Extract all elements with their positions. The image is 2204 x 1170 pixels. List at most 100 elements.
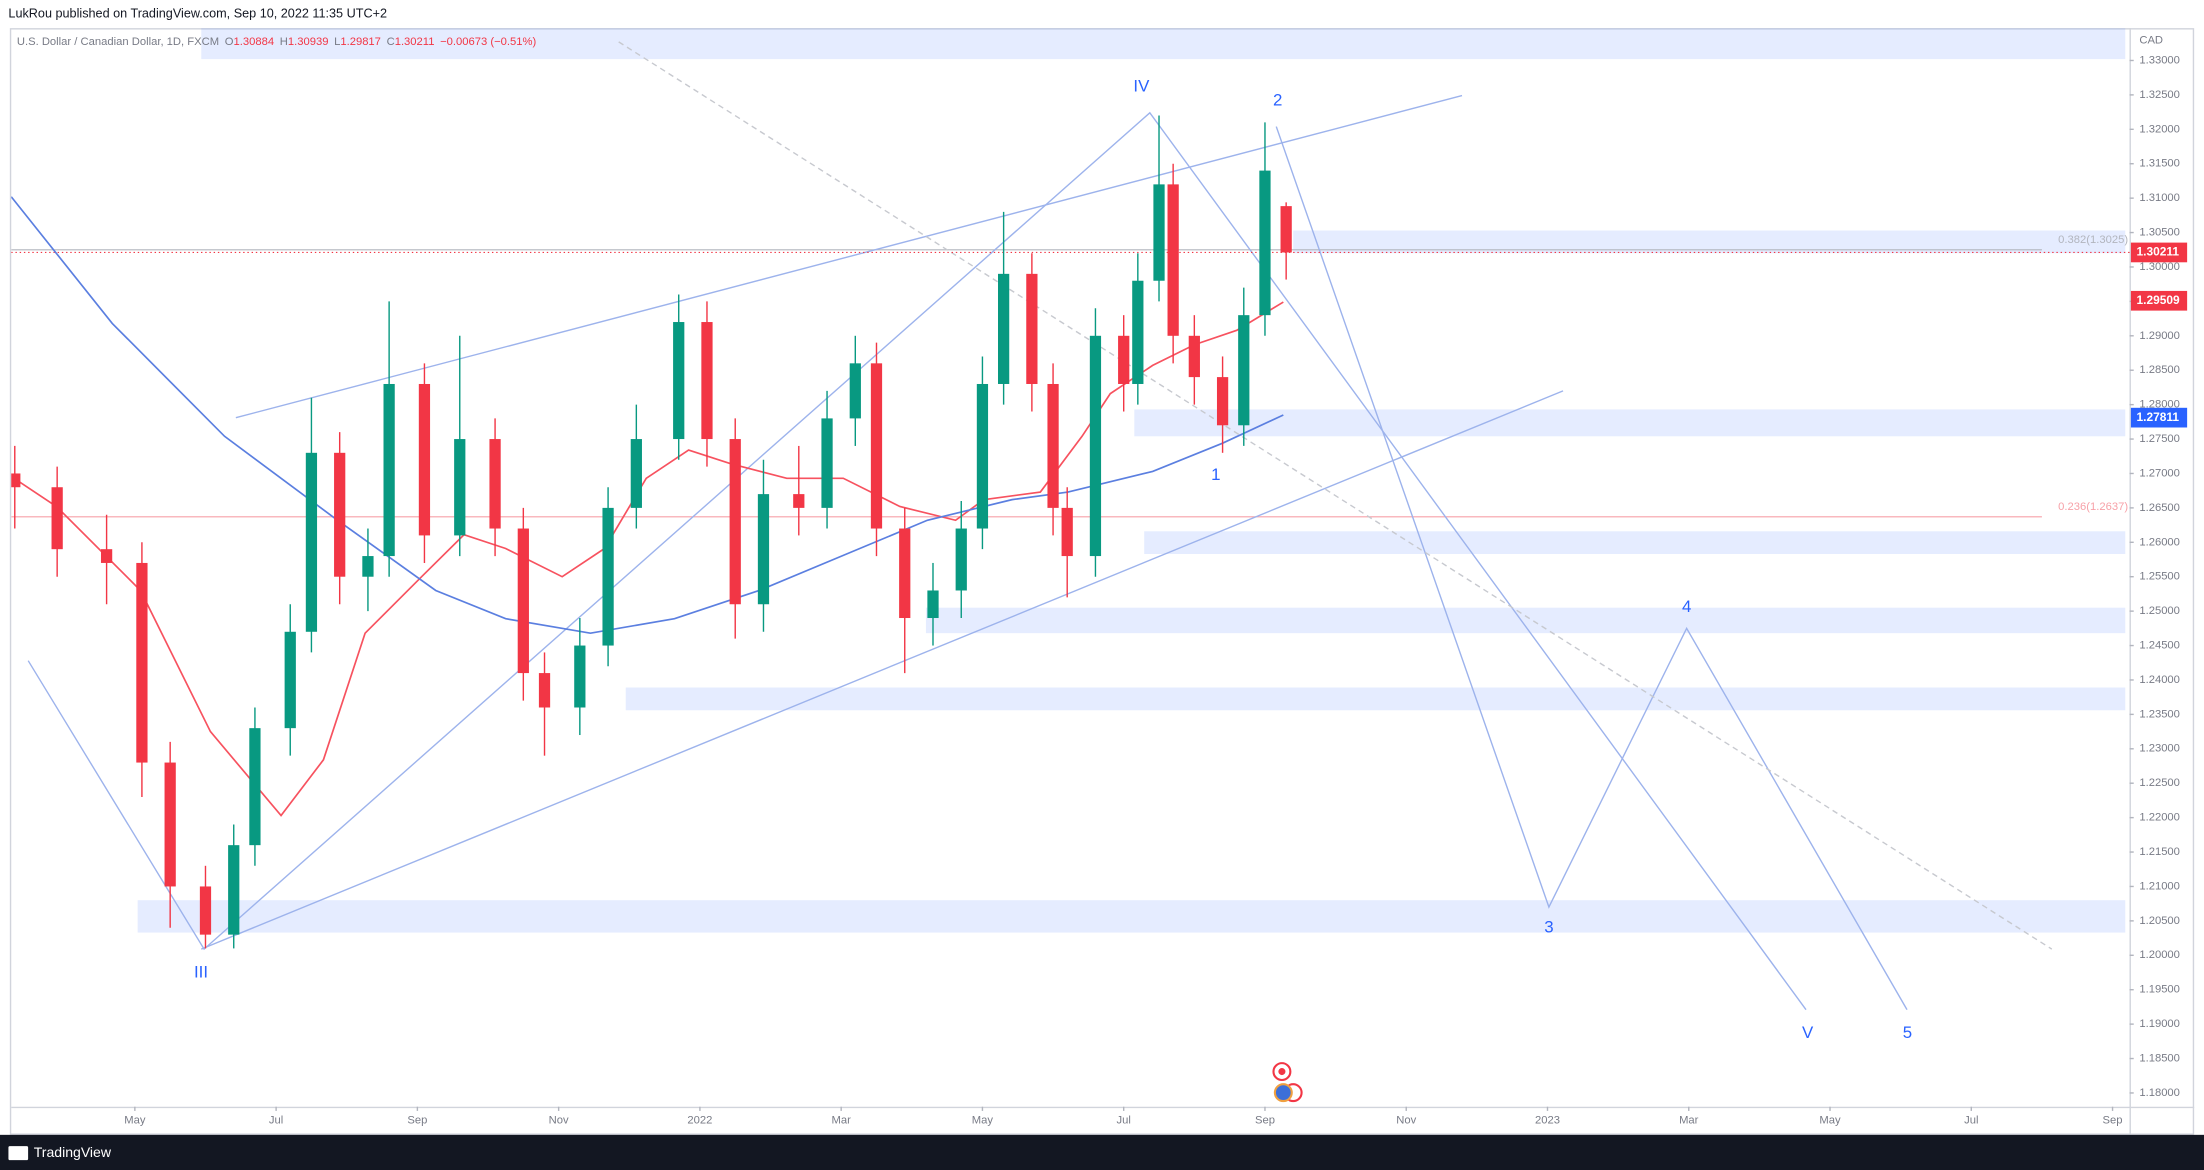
wave-label: IV bbox=[1133, 77, 1150, 96]
candle-body bbox=[998, 273, 1010, 384]
candle-body bbox=[1280, 206, 1292, 253]
candle-body bbox=[228, 845, 240, 935]
candle-body bbox=[1132, 280, 1144, 384]
price-label: 1.30211 bbox=[2137, 245, 2180, 259]
fib-label: 0.382(1.3025) bbox=[2058, 234, 2128, 246]
y-tick-label: 1.21500 bbox=[2139, 846, 2180, 858]
x-tick-label: Jul bbox=[1964, 1115, 1978, 1127]
candle-body bbox=[11, 473, 21, 488]
candle-body bbox=[757, 494, 770, 605]
y-tick-label: 1.29000 bbox=[2139, 330, 2180, 342]
candle-body bbox=[976, 383, 989, 529]
y-tick-label: 1.25500 bbox=[2139, 571, 2180, 583]
candle-body bbox=[1061, 507, 1073, 557]
symbol: U.S. Dollar / Canadian Dollar, 1D, FXCM bbox=[17, 36, 219, 48]
wave-label: 2 bbox=[1273, 91, 1282, 110]
y-tick-label: 1.26500 bbox=[2139, 502, 2180, 514]
candle-body bbox=[305, 452, 318, 632]
event-icon[interactable] bbox=[1273, 1083, 1293, 1103]
candle-body bbox=[574, 645, 586, 708]
x-tick-label: Sep bbox=[407, 1115, 427, 1127]
x-tick-label: May bbox=[1819, 1115, 1841, 1127]
candle-body bbox=[927, 590, 939, 619]
wave-label: 1 bbox=[1211, 465, 1220, 484]
moving-average bbox=[11, 196, 1284, 635]
wave-label: V bbox=[1802, 1023, 1814, 1042]
y-tick-label: 1.27000 bbox=[2139, 467, 2180, 479]
candle-body bbox=[630, 439, 642, 508]
zone bbox=[625, 687, 2126, 711]
footer-bar bbox=[0, 1134, 2204, 1170]
x-tick-label: 2023 bbox=[1535, 1115, 1560, 1127]
x-tick-label: Nov bbox=[549, 1115, 569, 1127]
ohlc-key: C bbox=[387, 36, 395, 48]
y-tick-label: 1.18500 bbox=[2139, 1053, 2180, 1065]
candle-body bbox=[249, 728, 261, 846]
zone bbox=[1293, 230, 2126, 254]
candle-body bbox=[673, 322, 685, 440]
candle-body bbox=[793, 494, 805, 508]
x-tick-label: Mar bbox=[831, 1115, 851, 1127]
event-icons bbox=[1272, 1062, 1303, 1103]
x-tick-label: 2022 bbox=[687, 1115, 712, 1127]
currency: CAD bbox=[2139, 35, 2163, 47]
candle-body bbox=[538, 673, 551, 708]
candle-body bbox=[362, 556, 374, 577]
zone bbox=[201, 28, 2126, 60]
change: −0.00673 (−0.51%) bbox=[440, 36, 536, 48]
y-tick-label: 1.28500 bbox=[2139, 364, 2180, 376]
y-tick-label: 1.27500 bbox=[2139, 433, 2180, 445]
candle-body bbox=[383, 383, 395, 557]
trend-line bbox=[618, 41, 2053, 950]
ohlc-key: O bbox=[225, 36, 234, 48]
y-tick-label: 1.26000 bbox=[2139, 536, 2180, 548]
y-tick-label: 1.28000 bbox=[2139, 399, 2180, 411]
wave-label: 3 bbox=[1544, 918, 1553, 937]
x-tick-label: Sep bbox=[2103, 1115, 2123, 1127]
candle-body bbox=[334, 452, 346, 577]
wave-label: 4 bbox=[1682, 597, 1691, 616]
y-tick-label: 1.31500 bbox=[2139, 158, 2180, 170]
candle-body bbox=[1188, 335, 1200, 378]
candle-body bbox=[1167, 184, 1179, 336]
zone bbox=[925, 607, 2126, 634]
y-tick-label: 1.33000 bbox=[2139, 54, 2180, 66]
legend-line: U.S. Dollar / Canadian Dollar, 1D, FXCM O… bbox=[17, 36, 537, 48]
y-tick-label: 1.24000 bbox=[2139, 674, 2180, 686]
x-tick-label: May bbox=[972, 1115, 994, 1127]
y-tick-label: 1.30000 bbox=[2139, 261, 2180, 273]
y-tick-label: 1.32000 bbox=[2139, 123, 2180, 135]
y-tick-label: 1.30500 bbox=[2139, 227, 2180, 239]
y-tick-label: 1.21000 bbox=[2139, 880, 2180, 892]
y-tick-label: 1.19500 bbox=[2139, 984, 2180, 996]
x-tick-label: Mar bbox=[1679, 1115, 1699, 1127]
ohlc-key: L bbox=[334, 36, 340, 48]
axes: 1.18000 1.18500 1.19000 1.19500 1.20000 1.205… bbox=[124, 54, 2188, 1127]
wave-label: 5 bbox=[1903, 1023, 1912, 1042]
candle-body bbox=[517, 528, 529, 674]
candle-body bbox=[849, 363, 861, 419]
ohlc-value: 1.30884 bbox=[233, 36, 274, 48]
candle-body bbox=[418, 383, 431, 536]
y-tick-label: 1.31000 bbox=[2139, 192, 2180, 204]
x-tick-label: Jul bbox=[269, 1115, 283, 1127]
wave-label: III bbox=[194, 963, 208, 982]
y-tick-label: 1.20500 bbox=[2139, 915, 2180, 927]
zone bbox=[1134, 409, 2126, 437]
trend-line bbox=[1275, 126, 1908, 1011]
y-tick-label: 1.19000 bbox=[2139, 1018, 2180, 1030]
price-label-box bbox=[2130, 242, 2188, 263]
candle-body bbox=[1026, 273, 1038, 384]
ohlc-value: 1.30211 bbox=[395, 36, 435, 48]
trend-line bbox=[200, 390, 1564, 950]
candle-body bbox=[454, 439, 466, 536]
candle-body bbox=[1259, 170, 1271, 316]
ohlc-key: H bbox=[280, 36, 288, 48]
candle-body bbox=[199, 886, 212, 935]
price-label: 1.29509 bbox=[2137, 293, 2181, 307]
candle-body bbox=[164, 762, 176, 887]
candle-body bbox=[602, 507, 614, 646]
x-tick-label: Jul bbox=[1117, 1115, 1131, 1127]
